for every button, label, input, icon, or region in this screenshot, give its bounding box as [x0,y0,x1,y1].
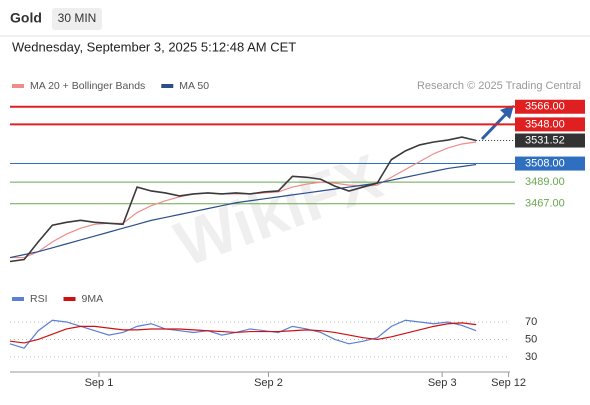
level-label-bg [515,117,585,132]
interval[interactable]: 30 MIN [58,11,97,25]
level-label: 3489.00 [525,176,565,188]
symbol: Gold [10,10,42,26]
source: Research © 2025 Trading Central [417,80,581,92]
level-label-bg [515,99,585,114]
y-tick-label: 50 [525,333,537,345]
level-label: 3548.00 [525,118,565,130]
level-label: 3531.52 [525,134,565,146]
level-label-bg [515,156,585,171]
legend-swatch [63,297,76,301]
legend-swatch [161,84,174,88]
y-tick-label: 30 [525,351,537,363]
arrow-head [500,105,514,119]
series-line [9,163,477,259]
arrow [480,110,510,141]
interval-chip[interactable] [52,8,102,30]
level-label: 3467.00 [525,198,565,210]
series-line [9,319,477,349]
level-label: 3508.00 [525,157,565,169]
y-tick-label: 70 [525,316,537,328]
series-line [9,322,477,344]
level-label-bg [515,133,585,148]
x-tick-label: Sep 3 [428,377,457,389]
legend-label: 9MA [82,293,104,305]
legend-swatch [12,297,24,301]
legend-label: RSI [30,293,48,305]
x-tick-label: Sep 12 [491,377,526,389]
timestamp: Wednesday, September 3, 2025 5:12:48 AM … [12,39,296,54]
legend-label: MA 20 + Bollinger Bands [30,80,145,92]
legend-swatch [12,84,24,88]
legend-label: MA 50 [179,80,209,92]
x-tick-label: Sep 2 [254,377,283,389]
level-label: 3566.00 [525,101,565,113]
x-tick-label: Sep 1 [85,377,114,389]
price-line [9,136,477,263]
